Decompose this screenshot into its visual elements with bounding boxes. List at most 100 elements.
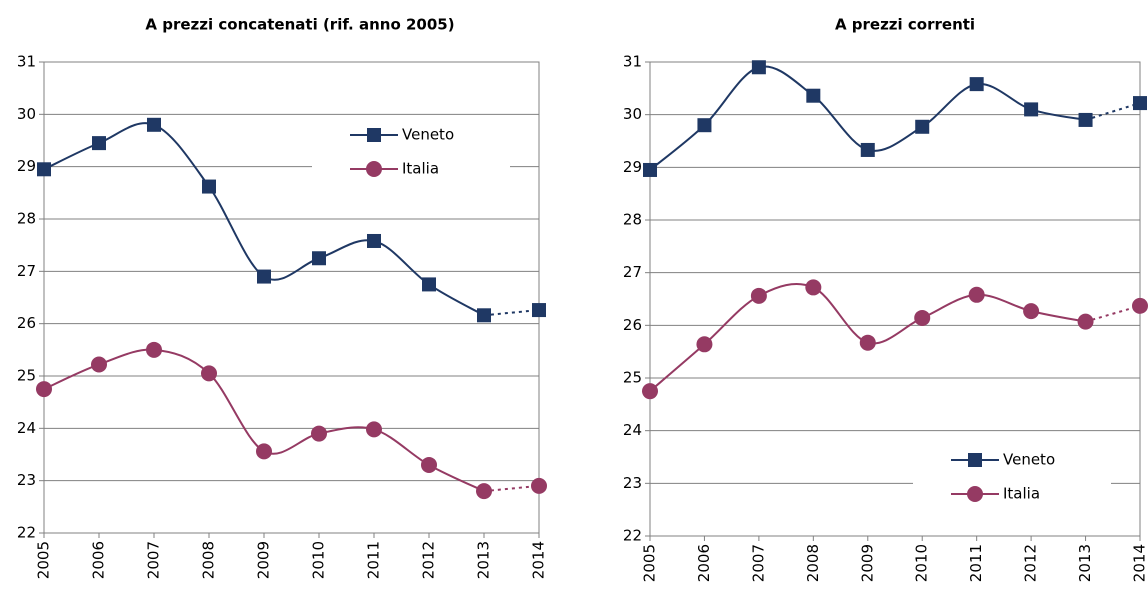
data-point [91,356,107,373]
data-point [696,336,713,353]
data-point [201,365,217,382]
series-line-dotted [483,309,540,317]
y-tick-label: 22 [17,524,36,542]
data-point [1024,102,1039,117]
chart: A prezzi concatenati (rif. anno 2005)222… [17,16,548,580]
x-tick-label: 2010 [310,541,328,579]
data-point [312,251,326,266]
y-tick-label: 27 [623,263,642,281]
y-tick-label: 26 [17,314,36,332]
data-point [147,117,161,132]
y-tick-label: 30 [17,105,36,123]
y-tick-label: 24 [623,421,642,439]
data-point [860,142,875,157]
x-tick-label: 2014 [1131,544,1148,582]
data-point [643,162,657,177]
data-point [642,383,658,400]
legend-label: Veneto [402,126,454,144]
x-tick-label: 2013 [475,541,493,579]
x-tick-label: 2007 [749,544,767,582]
plot-frame [43,61,540,534]
data-point [697,118,712,133]
y-tick-label: 29 [17,157,36,175]
data-point [968,286,985,303]
x-tick-label: 2009 [255,541,273,579]
legend-marker [367,128,381,142]
series-line-dotted [1085,304,1141,323]
y-tick-label: 27 [17,262,36,280]
y-tick-label: 25 [17,367,36,385]
data-point [1077,313,1094,330]
data-point [311,425,327,442]
x-tick-label: 2009 [858,544,876,582]
chart-title: A prezzi concatenati (rif. anno 2005) [145,16,454,34]
data-point [92,136,106,151]
y-tick-label: 28 [623,211,642,229]
data-point [1078,112,1093,127]
data-point [1023,303,1040,320]
data-point [36,381,52,398]
y-tick-label: 24 [17,419,36,437]
data-point [806,88,821,103]
series-line [43,348,485,493]
data-point [256,443,272,460]
data-point [421,456,437,473]
y-tick-label: 25 [623,369,642,387]
y-tick-label: 28 [17,210,36,228]
data-point [750,287,767,304]
y-tick-label: 22 [623,527,642,545]
x-tick-label: 2012 [420,541,438,579]
data-point [1132,297,1148,314]
data-point [366,421,382,438]
x-tick-label: 2006 [695,544,713,582]
x-tick-label: 2012 [1022,544,1040,582]
y-tick-label: 26 [623,316,642,334]
x-tick-label: 2005 [35,541,53,579]
x-tick-label: 2014 [530,541,548,579]
data-point [969,77,984,92]
data-point [477,308,491,323]
x-tick-label: 2011 [365,541,383,579]
y-tick-label: 30 [623,105,642,123]
data-point [146,341,162,358]
legend-marker [968,453,982,467]
chart: A prezzi correnti 22 23 24 25 26 27 28 29 30 31 200… [623,16,1148,582]
y-tick-label: 29 [623,158,642,176]
data-point [367,233,381,248]
legend-marker [366,161,382,177]
data-point [914,309,931,326]
data-point [751,60,766,75]
legend-label: Italia [402,160,439,178]
x-tick-label: 2005 [641,544,659,582]
y-tick-label: 23 [17,471,36,489]
legend-box [312,120,510,186]
data-point [531,477,547,494]
data-point [805,279,822,296]
series-line-dotted [483,484,540,493]
x-tick-label: 2013 [1076,544,1094,582]
x-tick-label: 2008 [804,544,822,582]
data-point [1133,96,1147,111]
data-point [37,162,51,177]
chart-title: A prezzi correnti [835,16,975,34]
data-point [532,303,546,318]
x-tick-label: 2010 [913,544,931,582]
y-tick-label: 31 [623,53,642,71]
x-tick-label: 2008 [200,541,218,579]
data-point [202,179,216,194]
x-tick-label: 2007 [145,541,163,579]
legend-marker [967,486,983,502]
data-point [859,334,876,351]
legend-box [913,445,1111,511]
data-point [915,119,930,134]
data-point [422,277,436,292]
series-line-dotted [1085,102,1141,121]
y-tick-label: 23 [623,474,642,492]
y-tick-label: 31 [17,53,36,71]
data-point [257,269,271,284]
data-point [476,483,492,500]
x-tick-label: 2011 [967,544,985,582]
legend-label: Italia [1003,485,1040,503]
legend-label: Veneto [1003,451,1055,469]
